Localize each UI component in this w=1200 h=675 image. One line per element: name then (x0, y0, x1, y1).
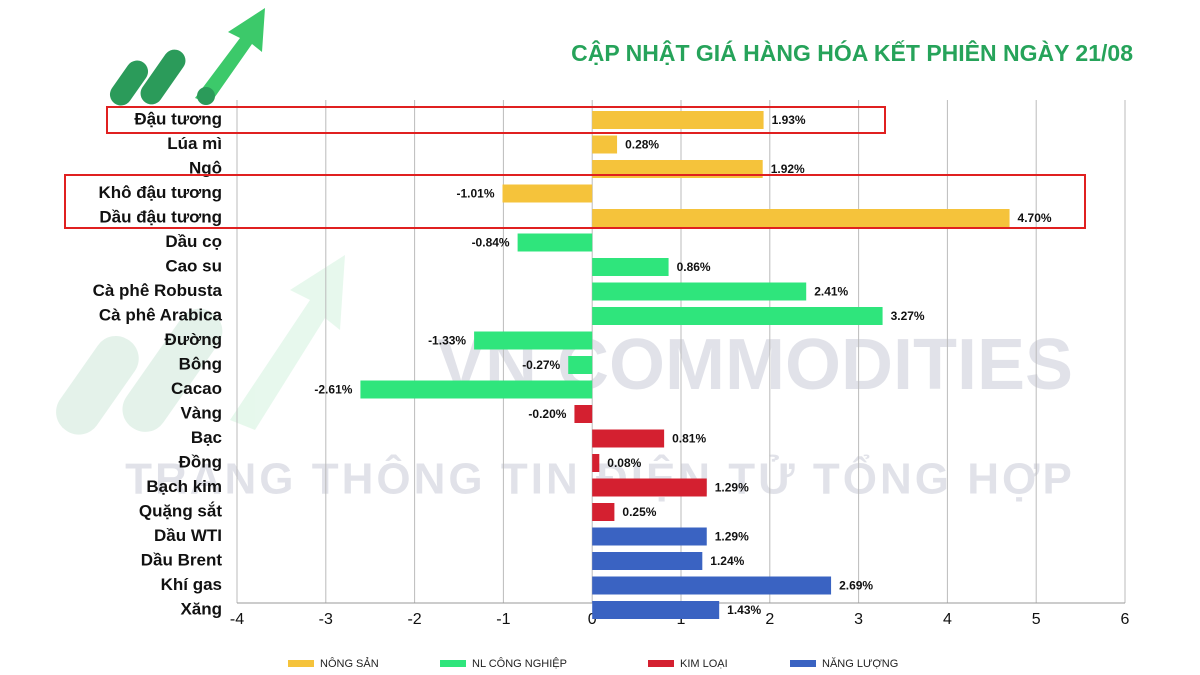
y-tick-label: Đường (165, 330, 222, 349)
legend-swatch (288, 660, 314, 667)
value-label: 1.29% (715, 530, 749, 544)
bar (592, 576, 832, 595)
value-label: 3.27% (891, 309, 925, 323)
y-tick-label: Ngô (189, 158, 222, 177)
bar (592, 454, 600, 472)
y-tick-label: Cao su (165, 256, 222, 275)
legend-label: NĂNG LƯỢNG (822, 657, 898, 670)
value-label: 1.93% (772, 113, 806, 127)
x-tick-label: 3 (854, 611, 863, 628)
y-tick-label: Dầu cọ (165, 232, 222, 251)
value-label: -0.27% (522, 358, 560, 372)
x-tick-label: 2 (765, 611, 774, 628)
watermark-logo (56, 255, 345, 435)
y-tick-label: Cà phê Arabica (99, 305, 223, 324)
bar (592, 527, 707, 546)
y-tick-label: Cacao (171, 379, 222, 398)
bar (592, 111, 764, 129)
y-tick-label: Bạc (191, 428, 222, 447)
y-tick-label: Dầu Brent (141, 550, 223, 569)
y-tick-label: Cà phê Robusta (93, 281, 223, 300)
x-tick-label: -4 (230, 611, 244, 628)
y-tick-label: Xăng (180, 599, 222, 618)
value-label: 0.08% (607, 456, 641, 470)
value-label: 0.28% (625, 138, 659, 152)
y-tick-label: Dầu WTI (154, 526, 222, 545)
bar (592, 429, 665, 448)
y-tick-label: Bạch kim (146, 477, 222, 496)
value-label: 2.41% (814, 285, 848, 299)
legend-swatch (440, 660, 466, 667)
bar (592, 307, 883, 325)
y-tick-label: Vàng (180, 403, 222, 422)
bar (502, 184, 593, 203)
chart-title: CẬP NHẬT GIÁ HÀNG HÓA KẾT PHIÊN NGÀY 21/… (571, 39, 1133, 66)
value-label: 1.29% (715, 481, 749, 495)
x-tick-label: 4 (943, 611, 952, 628)
y-tick-label: Quặng sắt (139, 501, 222, 520)
bar (592, 282, 807, 301)
value-label: -1.01% (456, 187, 494, 201)
y-tick-label: Lúa mì (167, 134, 222, 153)
legend-swatch (648, 660, 674, 667)
highlight-box (64, 174, 1086, 229)
bar (568, 356, 593, 374)
legend-swatch (790, 660, 816, 667)
x-tick-label: 5 (1032, 611, 1041, 628)
bar (592, 601, 720, 619)
value-label: 1.24% (710, 554, 744, 568)
y-tick-label: Dầu đậu tương (99, 207, 222, 226)
value-label: 1.43% (727, 603, 761, 617)
bar (574, 405, 593, 423)
x-tick-label: 0 (588, 611, 597, 628)
bar (592, 552, 703, 570)
value-label: -2.61% (314, 383, 352, 397)
value-label: -1.33% (428, 334, 466, 348)
value-label: 0.25% (622, 505, 656, 519)
value-label: -0.20% (528, 407, 566, 421)
y-tick-label: Khô đậu tương (98, 183, 222, 202)
value-label: 0.86% (677, 260, 711, 274)
y-tick-label: Khí gas (161, 575, 222, 594)
value-label: -0.84% (472, 236, 510, 250)
bar (592, 160, 763, 178)
legend-label: NÔNG SẢN (320, 657, 379, 670)
bar (592, 135, 618, 154)
highlight-box (106, 106, 886, 134)
bar (474, 331, 593, 350)
x-tick-label: 1 (677, 611, 686, 628)
bar (592, 258, 669, 276)
value-label: 0.81% (672, 432, 706, 446)
bar (592, 503, 615, 521)
bar (592, 209, 1010, 227)
y-tick-label: Đậu tương (134, 109, 222, 128)
x-tick-label: -2 (407, 611, 421, 628)
y-tick-label: Bông (179, 354, 222, 373)
bar (517, 233, 593, 252)
value-label: 4.70% (1018, 211, 1052, 225)
x-tick-label: -1 (496, 611, 510, 628)
y-tick-label: Đồng (179, 452, 222, 471)
logo (109, 8, 265, 106)
x-tick-label: 6 (1121, 611, 1130, 628)
legend-label: KIM LOẠI (680, 658, 728, 670)
x-tick-label: -3 (319, 611, 333, 628)
bar (592, 478, 707, 497)
legend-label: NL CÔNG NGHIỆP (472, 657, 567, 670)
bar (360, 380, 593, 399)
value-label: 2.69% (839, 579, 873, 593)
value-label: 1.92% (771, 162, 805, 176)
